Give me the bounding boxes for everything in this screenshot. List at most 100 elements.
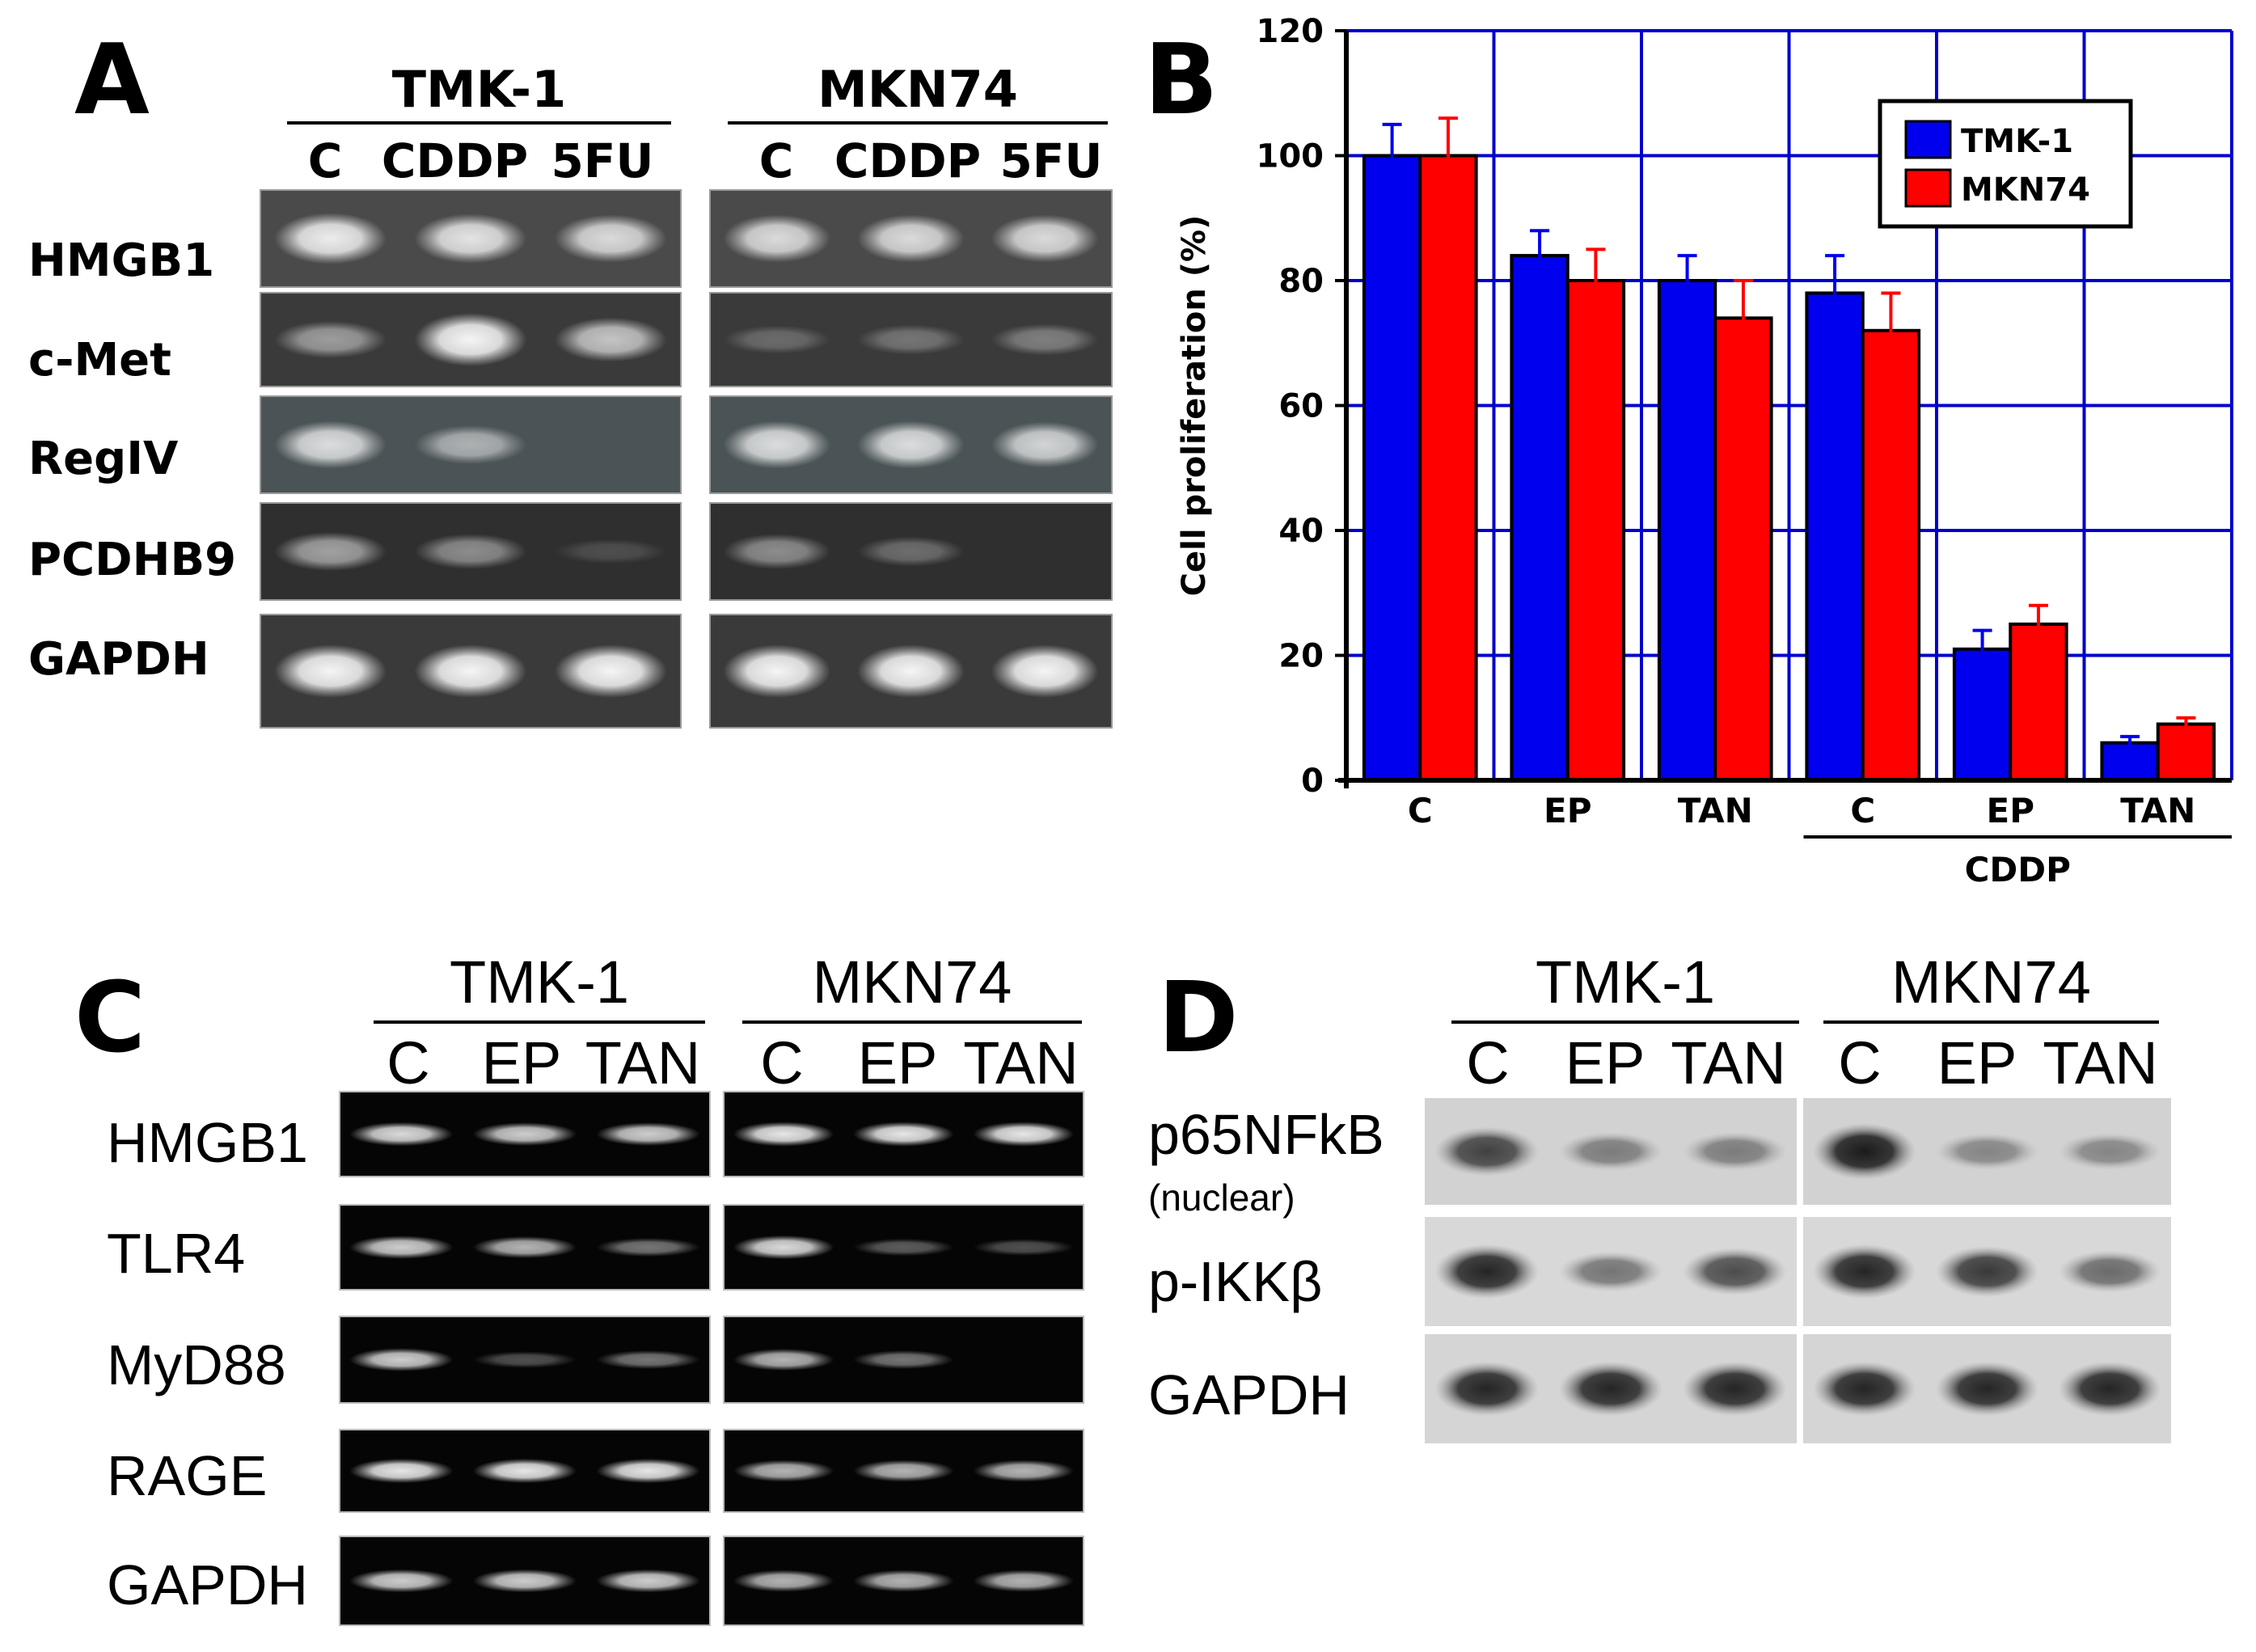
panel-a-lane-tmk1-5fu: 5FU (551, 133, 654, 188)
panel-a-band (991, 214, 1099, 263)
panel-c-lane-mkn74-c: C (760, 1029, 804, 1096)
panel-c-underline-mkn74 (742, 1020, 1082, 1024)
panel-c-band (733, 1348, 834, 1371)
panel-b-legend-label: MKN74 (1961, 171, 2090, 209)
panel-c-band (472, 1569, 577, 1593)
panel-a-gene-cmet: c-Met (28, 334, 171, 387)
panel-a-band (723, 325, 831, 354)
panel-c-band (472, 1236, 577, 1259)
panel-b-legend-swatch (1904, 168, 1952, 208)
panel-b-letter: B (1144, 24, 1219, 137)
panel-c-gene-tlr4: TLR4 (107, 1222, 246, 1285)
panel-b-group-label: CDDP (1965, 850, 2071, 889)
panel-b-bar-mkn74-4 (2009, 622, 2068, 782)
panel-c-lane-mkn74-tan: TAN (963, 1029, 1079, 1096)
panel-c-band (349, 1348, 454, 1371)
panel-a-band (274, 321, 387, 358)
panel-c-band (349, 1569, 454, 1593)
panel-a-band (274, 531, 387, 572)
panel-a-gene-regiv: RegIV (28, 433, 179, 485)
panel-b-ytick-label: 0 (1301, 763, 1324, 800)
panel-d-protein-pikkb: p-IKKβ (1148, 1250, 1323, 1313)
panel-d-lane-mkn74-c: C (1838, 1029, 1882, 1096)
panel-d-band (1558, 1132, 1663, 1171)
panel-d-title-mkn74: MKN74 (1891, 949, 2091, 1016)
panel-b-legend-label: TMK-1 (1961, 123, 2073, 160)
panel-a-band (555, 317, 667, 362)
panel-a-band (991, 323, 1099, 356)
panel-a-band (857, 324, 965, 355)
panel-d-band (1558, 1361, 1663, 1417)
panel-c-band (853, 1238, 954, 1257)
panel-a-band (274, 213, 387, 264)
panel-d-protein-p65nfkb-sublabel: (nuclear) (1148, 1177, 1295, 1219)
panel-c-band (733, 1235, 834, 1260)
panel-d-lane-tmk1-tan: TAN (1671, 1029, 1786, 1096)
panel-c-gene-hmgb1: HMGB1 (107, 1111, 308, 1174)
panel-a-band (723, 644, 831, 698)
panel-c-lane-tmk1-tan: TAN (585, 1029, 701, 1096)
panel-a-title-tmk1: TMK-1 (391, 60, 567, 119)
panel-a-band (414, 425, 527, 465)
panel-d-title-tmk1: TMK-1 (1536, 949, 1715, 1016)
panel-c-band (472, 1458, 577, 1484)
panel-c-band (596, 1237, 700, 1257)
panel-c-gene-rage: RAGE (107, 1444, 268, 1507)
panel-c-letter: C (74, 962, 146, 1075)
panel-d-band (1935, 1245, 2039, 1298)
panel-b-bar-tmk1-2 (1657, 279, 1717, 782)
panel-a-band (991, 421, 1099, 468)
panel-c-band (973, 1122, 1075, 1147)
panel-c-gene-myd88: MyD88 (107, 1333, 286, 1396)
panel-d-lane-mkn74-ep: EP (1937, 1029, 2017, 1096)
panel-a-band (857, 536, 965, 567)
panel-c-band (853, 1350, 954, 1370)
panel-a-underline-tmk1 (287, 121, 671, 125)
panel-b-category-label: TAN (2120, 791, 2195, 830)
panel-a-lane-mkn74-5fu: 5FU (999, 133, 1103, 188)
panel-d-protein-gapdh: GAPDH (1148, 1363, 1350, 1426)
panel-d-letter: D (1158, 962, 1239, 1075)
panel-b-category-label: C (1408, 791, 1433, 830)
panel-d-band (1434, 1244, 1540, 1299)
panel-d-underline-tmk1 (1451, 1020, 1799, 1024)
panel-d-lane-tmk1-c: C (1466, 1029, 1510, 1096)
panel-a-band (723, 214, 831, 263)
panel-a-band (991, 644, 1099, 698)
panel-c-band (472, 1351, 577, 1368)
panel-a-band (857, 420, 965, 469)
panel-a-lane-tmk1-cddp: CDDP (381, 133, 529, 188)
panel-b-category-label: TAN (1678, 791, 1753, 830)
panel-d-band (1813, 1244, 1916, 1299)
panel-c-band (733, 1122, 834, 1147)
panel-c-band (349, 1122, 454, 1147)
panel-c-band (853, 1570, 954, 1592)
panel-c-band (973, 1460, 1075, 1482)
panel-d-band (1935, 1133, 2039, 1170)
panel-d-lane-mkn74-tan: TAN (2043, 1029, 2158, 1096)
panel-c-band (733, 1570, 834, 1592)
panel-d-band (2058, 1250, 2161, 1293)
panel-d-band (1935, 1361, 2039, 1417)
panel-c-band (596, 1122, 700, 1146)
panel-a-band (723, 420, 831, 469)
panel-a-band (274, 420, 387, 469)
panel-b-bar-tmk1-1 (1510, 254, 1569, 783)
panel-d-protein-p65nfkb: p65NFkB (1148, 1103, 1384, 1166)
panel-a-band (857, 644, 965, 698)
panel-b-category-label: EP (1987, 791, 2034, 830)
panel-b-ytick-label: 100 (1257, 138, 1324, 175)
panel-a-underline-mkn74 (728, 121, 1108, 125)
panel-a-band (414, 313, 527, 366)
panel-a-gene-pcdhb9: PCDHB9 (28, 534, 237, 586)
panel-d-band (1813, 1123, 1916, 1180)
panel-d-band (1434, 1126, 1540, 1177)
panel-d-band (2058, 1361, 2161, 1417)
panel-c-band (853, 1460, 954, 1482)
panel-a-letter: A (74, 24, 150, 137)
panel-a-title-mkn74: MKN74 (817, 60, 1018, 119)
